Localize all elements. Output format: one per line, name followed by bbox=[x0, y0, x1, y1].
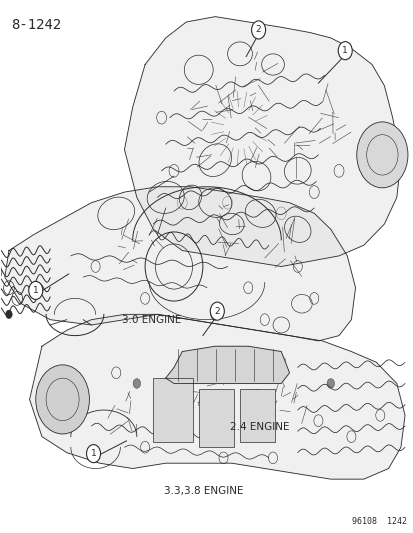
Text: 1: 1 bbox=[342, 46, 347, 55]
Polygon shape bbox=[29, 314, 404, 479]
Circle shape bbox=[251, 21, 265, 39]
Bar bbox=[240, 389, 274, 442]
Circle shape bbox=[28, 281, 43, 300]
Polygon shape bbox=[5, 187, 355, 341]
Circle shape bbox=[356, 122, 407, 188]
Text: 8-1242: 8-1242 bbox=[11, 18, 61, 31]
Circle shape bbox=[203, 421, 210, 431]
Text: 3.0 ENGINE: 3.0 ENGINE bbox=[122, 315, 181, 325]
Text: 96108  1242: 96108 1242 bbox=[351, 517, 406, 526]
Text: 1: 1 bbox=[90, 449, 96, 458]
Circle shape bbox=[36, 365, 89, 434]
Circle shape bbox=[86, 445, 100, 463]
Text: 2: 2 bbox=[214, 306, 220, 316]
Circle shape bbox=[326, 378, 334, 388]
Polygon shape bbox=[124, 17, 400, 266]
Bar bbox=[153, 378, 192, 442]
Circle shape bbox=[337, 42, 351, 60]
Circle shape bbox=[6, 310, 12, 319]
Text: 1: 1 bbox=[33, 286, 38, 295]
Text: 3.3,3.8 ENGINE: 3.3,3.8 ENGINE bbox=[163, 486, 242, 496]
Text: 2: 2 bbox=[255, 26, 261, 35]
Bar bbox=[198, 389, 233, 447]
Text: 2.4 ENGINE: 2.4 ENGINE bbox=[229, 422, 289, 432]
Polygon shape bbox=[165, 346, 289, 383]
Circle shape bbox=[133, 378, 140, 388]
Circle shape bbox=[252, 389, 260, 399]
Circle shape bbox=[210, 302, 224, 320]
